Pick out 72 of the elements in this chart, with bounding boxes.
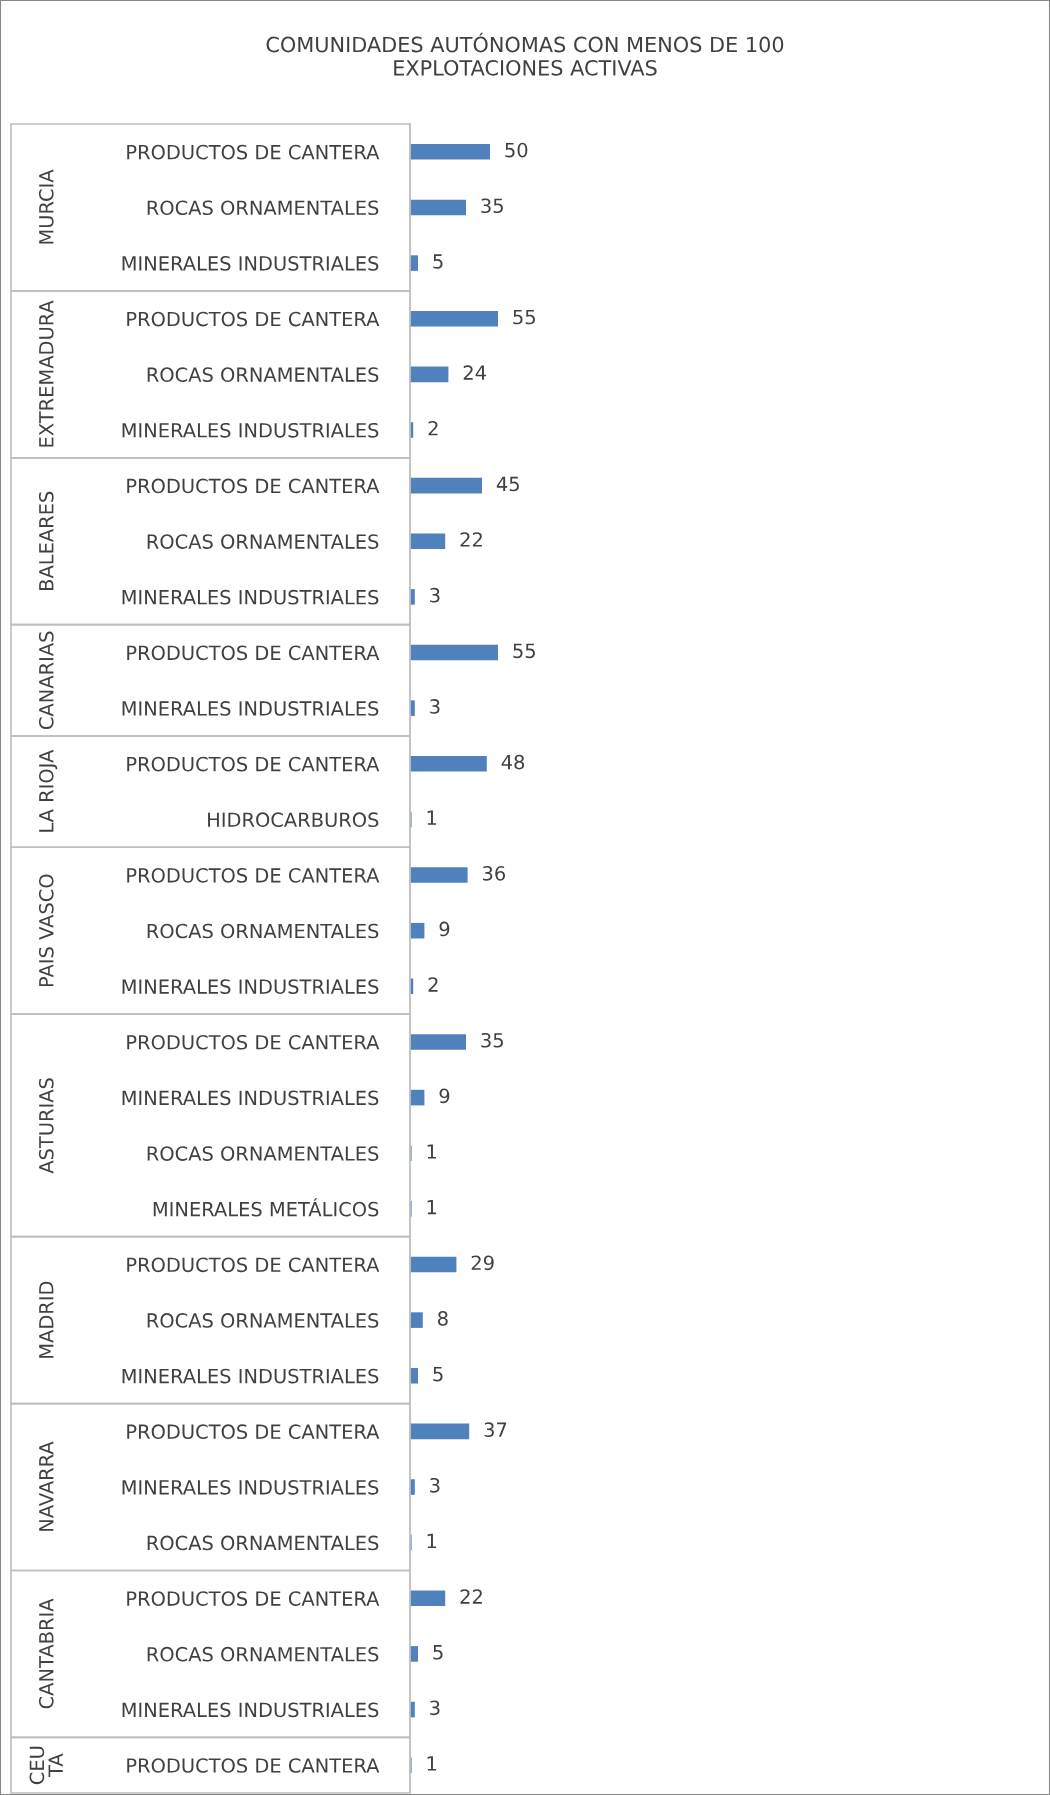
y-tick-label: PRODUCTOS DE CANTERA xyxy=(127,1591,380,1606)
text: MURCIA xyxy=(38,169,54,244)
text: NAVARRA xyxy=(39,1441,54,1531)
text: LA RIOJA xyxy=(38,749,58,832)
y-tick-label: PRODUCTOS DE CANTERA xyxy=(127,1034,380,1050)
y-tick-label: MINERALES INDUSTRIALES xyxy=(122,1702,379,1718)
data-label: 50 xyxy=(505,142,528,158)
y-tick-label: ROCAS ORNAMENTALES xyxy=(147,200,379,216)
data-label: 9 xyxy=(439,921,450,937)
data-label: 3 xyxy=(430,1477,440,1493)
data-label: 55 xyxy=(513,309,535,325)
y-tick-label: PRODUCTOS DE CANTERA xyxy=(127,1424,380,1440)
y-tick-label: MINERALES INDUSTRIALES xyxy=(122,589,379,605)
data-label: 1 xyxy=(427,1144,437,1159)
text: EXTREMADURA xyxy=(39,300,54,447)
data-label: 24 xyxy=(463,365,486,380)
data-label: 1 xyxy=(427,1756,437,1771)
data-label: 3 xyxy=(430,1700,440,1716)
data-label: 1 xyxy=(427,1533,437,1549)
chart-title: COMUNIDADES AUTÓNOMAS CON MENOS DE 100 EXPLOTACIONES ACTIVAS xyxy=(266,32,784,76)
data-label: 36 xyxy=(482,865,506,881)
data-label: 2 xyxy=(428,420,438,436)
y-tick-label: PRODUCTOS DE CANTERA xyxy=(127,144,380,160)
y-tick-label: ROCAS ORNAMENTALES xyxy=(147,1535,379,1551)
y-tick-label: MINERALES INDUSTRIALES xyxy=(122,701,379,716)
data-label: 29 xyxy=(471,1255,494,1271)
y-tick-label: ROCAS ORNAMENTALES xyxy=(147,1313,379,1328)
data-label: 3 xyxy=(430,587,440,603)
data-label: 35 xyxy=(481,198,503,214)
data-label: 5 xyxy=(433,1366,443,1382)
y-tick-label: ROCAS ORNAMENTALES xyxy=(147,367,379,383)
data-label: 45 xyxy=(496,476,519,492)
text: CANTABRIA xyxy=(38,1598,54,1709)
y-tick-label: ROCAS ORNAMENTALES xyxy=(147,923,379,939)
y-tick-label: PRODUCTOS DE CANTERA xyxy=(127,756,380,772)
data-label: 3 xyxy=(430,699,440,714)
y-tick-label: PRODUCTOS DE CANTERA xyxy=(127,478,380,494)
y-tick-label: ROCAS ORNAMENTALES xyxy=(147,1646,379,1662)
y-tick-label: PRODUCTOS DE CANTERA xyxy=(127,1257,380,1273)
data-label: 22 xyxy=(460,532,482,547)
data-label: 2 xyxy=(428,977,438,992)
y-tick-label: PRODUCTOS DE CANTERA xyxy=(127,868,380,883)
data-label: 22 xyxy=(460,1589,482,1604)
data-label: 9 xyxy=(439,1088,450,1104)
text: PAIS VASCO xyxy=(38,874,54,987)
data-label: 37 xyxy=(484,1422,507,1438)
data-label: 8 xyxy=(438,1311,448,1326)
y-tick-label: MINERALES INDUSTRIALES xyxy=(122,256,379,271)
y-tick-label: PRODUCTOS DE CANTERA xyxy=(127,645,380,661)
data-label: 48 xyxy=(501,754,525,770)
y-tick-label: HIDROCARBUROS xyxy=(208,812,379,828)
y-tick-label: MINERALES INDUSTRIALES xyxy=(122,1479,379,1495)
data-label: 55 xyxy=(513,643,535,659)
y-tick-label: MINERALES INDUSTRIALES xyxy=(122,979,379,994)
y-tick-label: MINERALES INDUSTRIALES xyxy=(122,422,379,438)
y-tick-label: MINERALES INDUSTRIALES xyxy=(122,1368,379,1384)
y-tick-label: ROCAS ORNAMENTALES xyxy=(147,534,379,549)
text: CANARIAS xyxy=(38,631,54,730)
y-tick-label: PRODUCTOS DE CANTERA xyxy=(127,311,380,327)
y-tick-label: MINERALES METÁLICOS xyxy=(153,1198,379,1217)
text: ASTURIAS xyxy=(38,1078,54,1174)
text: CEU TA xyxy=(29,1746,63,1785)
y-tick-label: PRODUCTOS DE CANTERA xyxy=(127,1758,380,1773)
text: MADRID xyxy=(39,1281,54,1358)
y-tick-label: MINERALES INDUSTRIALES xyxy=(122,1090,379,1106)
data-label: 1 xyxy=(427,1200,437,1215)
data-label: 35 xyxy=(481,1032,503,1048)
data-label: 1 xyxy=(427,810,437,825)
data-label: 5 xyxy=(433,254,443,269)
text: BALEARES xyxy=(38,491,54,590)
data-label: 5 xyxy=(433,1645,443,1660)
y-tick-label: ROCAS ORNAMENTALES xyxy=(147,1146,379,1161)
